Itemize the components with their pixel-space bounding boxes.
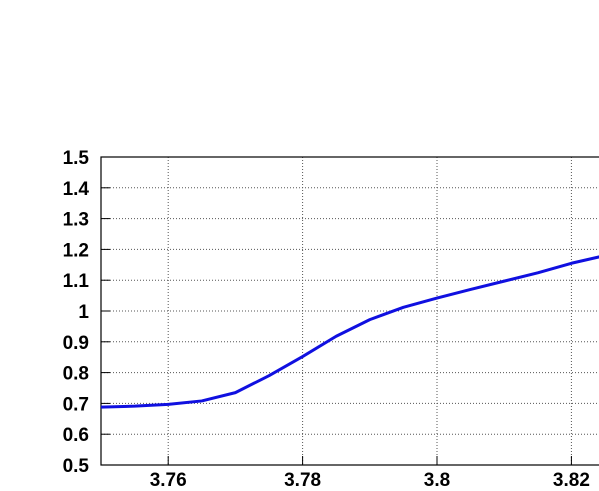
y-tick-label: 1.1: [63, 271, 90, 292]
y-tick-label: 1.4: [63, 179, 90, 200]
x-tick-label: 3.8: [424, 470, 450, 491]
y-tick-label: 0.7: [63, 394, 89, 415]
plot-frame: [100, 156, 599, 466]
y-tick-label: 1.2: [63, 240, 89, 261]
y-tick-label: 1.3: [63, 210, 89, 231]
x-tick-label: 3.76: [150, 470, 187, 491]
y-tick-label: 0.6: [63, 425, 89, 446]
x-tick-label: 3.82: [553, 470, 590, 491]
y-tick-label: 0.9: [63, 333, 89, 354]
data-line: [100, 255, 599, 409]
y-tick-label: 1.5: [63, 148, 90, 169]
y-tick-label: 0.8: [63, 364, 89, 385]
y-tick-label: 0.5: [63, 456, 90, 477]
y-tick-label: 1: [78, 302, 89, 323]
x-tick-label: 3.78: [284, 470, 321, 491]
